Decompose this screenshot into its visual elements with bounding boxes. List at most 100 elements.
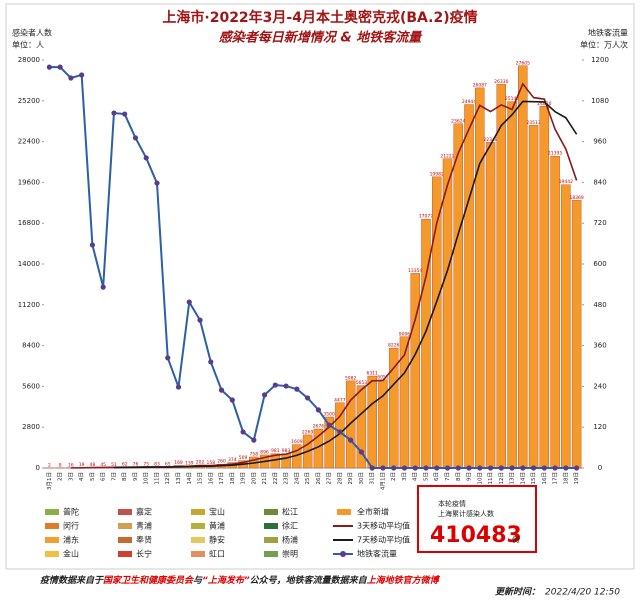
x-tick-label: 23日 xyxy=(283,472,290,485)
y2-tick-label: 840 xyxy=(593,178,606,186)
line-marker xyxy=(531,465,536,470)
line-marker xyxy=(122,111,127,116)
legend-swatch xyxy=(45,523,59,529)
legend-label: 静安 xyxy=(209,535,225,545)
x-tick-label: 2日 xyxy=(57,472,64,481)
y-tick-label: 14000 xyxy=(18,260,40,268)
line-marker xyxy=(68,75,73,80)
data-label: 8 xyxy=(59,462,62,468)
x-tick-label: 25日 xyxy=(304,472,311,485)
annotation-number: 410483 xyxy=(430,523,522,548)
line-marker xyxy=(327,423,332,428)
line-marker xyxy=(251,438,256,443)
y2-tick-label: 720 xyxy=(593,219,606,227)
legend-label: 长宁 xyxy=(136,549,152,559)
data-label: 26330 xyxy=(494,79,508,85)
x-tick-label: 9日 xyxy=(466,472,473,481)
bar xyxy=(443,159,452,468)
y-axis-unit: 单位：人 xyxy=(12,40,44,50)
legend-swatch xyxy=(191,523,205,529)
legend-label: 松江 xyxy=(282,507,298,517)
x-tick-label: 2日 xyxy=(390,472,397,481)
legend-swatch xyxy=(191,551,205,557)
line-marker xyxy=(359,449,364,454)
line-marker xyxy=(240,429,245,434)
line-marker xyxy=(553,465,558,470)
x-tick-label: 8日 xyxy=(455,472,462,481)
data-label: 374 xyxy=(228,457,237,463)
legend-label: 金山 xyxy=(63,549,79,559)
data-label: 21395 xyxy=(548,151,562,157)
annotation-line: 本轮疫情 xyxy=(438,499,466,508)
update-time: 2022/4/20 12:50 xyxy=(545,588,620,598)
line-marker xyxy=(176,384,181,389)
legend-swatch xyxy=(264,551,278,557)
line-marker xyxy=(316,407,321,412)
x-tick-label: 14日 xyxy=(186,472,193,485)
legend-swatch xyxy=(45,509,59,515)
y-tick-label: 0 xyxy=(36,464,40,472)
x-tick-label: 4月1日 xyxy=(379,472,386,490)
x-tick-label: 17日 xyxy=(552,472,559,485)
x-tick-label: 11日 xyxy=(153,472,160,485)
data-label: 24944 xyxy=(462,99,476,105)
legend-swatch xyxy=(340,551,346,557)
x-tick-label: 16日 xyxy=(207,472,214,485)
line-marker xyxy=(133,135,138,140)
line-marker xyxy=(499,465,504,470)
y2-axis-unit: 单位：万人次 xyxy=(580,40,628,50)
x-tick-label: 10日 xyxy=(143,472,150,485)
x-tick-label: 15日 xyxy=(197,472,204,485)
bar xyxy=(368,376,377,468)
legend-label: 浦东 xyxy=(63,535,79,545)
line-marker xyxy=(154,180,159,185)
line-marker xyxy=(542,465,547,470)
data-label: 509 xyxy=(239,455,248,461)
legend-label: 宝山 xyxy=(209,507,225,517)
x-tick-label: 13日 xyxy=(509,472,516,485)
line-marker xyxy=(380,465,385,470)
data-label: 9006 xyxy=(399,331,411,337)
x-tick-label: 21日 xyxy=(261,472,268,485)
y-tick-label: 5600 xyxy=(22,382,40,390)
data-label: 5653 xyxy=(356,380,368,386)
x-tick-label: 3日 xyxy=(401,472,408,481)
data-label: 27605 xyxy=(516,60,530,66)
footer-source: 疫情数据来自于国家卫生和健康委员会与“上海发布”公众号，地铁客流量数据来自上海地… xyxy=(40,575,441,586)
x-tick-label: 8日 xyxy=(121,472,128,481)
x-tick-label: 5日 xyxy=(422,472,429,481)
y-tick-label: 19600 xyxy=(18,178,40,186)
line-marker xyxy=(284,383,289,388)
data-label: 758 xyxy=(250,451,259,457)
data-label: 26087 xyxy=(473,82,487,88)
annotation-unit: 例 xyxy=(512,535,519,544)
line-marker xyxy=(488,465,493,470)
x-tick-label: 7日 xyxy=(110,472,117,481)
bar xyxy=(346,381,355,468)
x-tick-label: 10日 xyxy=(476,472,483,485)
line-marker xyxy=(477,465,482,470)
legend-label: 杨浦 xyxy=(282,535,298,545)
bar xyxy=(518,66,527,468)
bar xyxy=(411,273,420,468)
data-label: 4477 xyxy=(334,397,346,403)
line-marker xyxy=(230,397,235,402)
line-marker xyxy=(197,318,202,323)
data-label: 2676 xyxy=(313,424,325,430)
data-label: 981 xyxy=(271,448,280,454)
x-tick-label: 11日 xyxy=(487,472,494,485)
x-tick-label: 4日 xyxy=(412,472,419,481)
line-marker xyxy=(574,465,579,470)
line-marker xyxy=(58,65,63,70)
line-marker xyxy=(423,465,428,470)
line-marker xyxy=(520,465,525,470)
legend-swatch xyxy=(264,509,278,515)
x-tick-label: 17日 xyxy=(218,472,225,485)
legend-swatch xyxy=(45,551,59,557)
line-marker xyxy=(165,355,170,360)
bar xyxy=(551,156,560,468)
y2-tick-label: 360 xyxy=(593,342,606,350)
bar xyxy=(475,88,484,468)
